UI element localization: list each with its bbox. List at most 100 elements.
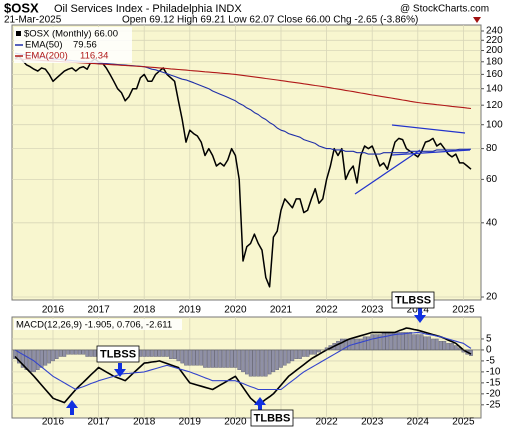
annotation: TLBBS (254, 412, 291, 424)
histogram-bar (28, 349, 33, 373)
histogram-bar (153, 349, 158, 357)
histogram-bar (252, 349, 257, 377)
histogram-bar (283, 349, 287, 366)
histogram-bar (374, 334, 378, 351)
histogram-bar (340, 338, 344, 351)
x-tick-label: 2024 (407, 417, 430, 428)
y-tick-label: 0 (486, 345, 492, 356)
histogram-bar (229, 349, 234, 368)
histogram-bar (427, 336, 432, 351)
y-tick-label: 220 (486, 35, 503, 46)
annotation: TLBSS (100, 348, 136, 360)
histogram-bar (43, 349, 48, 366)
histogram-bar (305, 349, 310, 357)
histogram-bar (89, 349, 93, 357)
y-tick-label: -15 (486, 378, 501, 389)
histogram-bar (165, 349, 169, 357)
histogram-bar (47, 349, 51, 364)
histogram-bar (214, 349, 219, 368)
y-tick-label: 40 (486, 217, 498, 228)
x-tick-label: 2018 (133, 417, 156, 428)
histogram-bar (435, 338, 439, 351)
histogram-bar (450, 343, 454, 351)
line (14, 58, 472, 110)
down-marker (473, 17, 481, 23)
histogram-bar (73, 349, 78, 355)
histogram-bar (85, 349, 89, 357)
quote: Open 69.12 High 69.21 Low 62.07 Close 66… (122, 15, 418, 26)
x-tick-label: 2016 (42, 417, 65, 428)
annotation: TLBSS (395, 294, 431, 306)
histogram-bar (404, 332, 409, 351)
x-tick-label: 2017 (87, 417, 110, 428)
histogram-bar (256, 349, 261, 377)
y-tick-label: 160 (486, 69, 503, 80)
histogram-bar (157, 349, 162, 357)
histogram-bar (267, 349, 272, 375)
histogram-bar (423, 336, 428, 351)
annotation-box (391, 291, 435, 309)
symbol: $OSX (4, 0, 39, 15)
histogram-bar (431, 338, 435, 351)
histogram-bar (172, 349, 177, 359)
histogram-bar (187, 349, 192, 366)
y-tick-label: 100 (486, 119, 503, 130)
histogram-bar (244, 349, 249, 375)
histogram-bar (233, 349, 238, 368)
index-name: Oil Services Index - Philadelphia INDX (54, 3, 242, 15)
histogram-bar (195, 349, 200, 366)
histogram-bar (184, 349, 188, 366)
histogram-bar (355, 338, 359, 351)
legend-swatch (16, 31, 21, 36)
arrow (254, 397, 266, 410)
histogram-bar (381, 332, 386, 351)
y-tick-label: 120 (486, 100, 503, 111)
y-tick-label: 200 (486, 45, 503, 56)
x-tick-label: 2022 (315, 417, 338, 428)
histogram-bar (313, 349, 318, 355)
date: 21-Mar-2025 (4, 15, 62, 26)
histogram-bar (176, 349, 181, 362)
histogram-bar (191, 349, 196, 366)
histogram-bar (55, 349, 59, 359)
histogram-bar (260, 349, 264, 377)
y-tick-label: 80 (486, 143, 498, 154)
price-legend: $OSX (Monthly) 66.00 EMA(50) 79.56 EMA(2… (14, 27, 132, 63)
histogram-bar (286, 349, 291, 364)
x-tick-label: 2023 (361, 305, 384, 316)
trendline (391, 149, 471, 156)
histogram-bar (366, 336, 371, 351)
histogram-bar (237, 349, 242, 370)
legend-box (14, 319, 182, 330)
histogram-bar (92, 349, 97, 357)
histogram-bar (412, 334, 416, 351)
trendline (354, 149, 421, 195)
histogram-bar (302, 349, 306, 357)
histogram-bar (454, 345, 458, 351)
histogram-bar (248, 349, 253, 377)
histogram-bar (146, 349, 150, 357)
x-tick-label: 2019 (179, 305, 202, 316)
y-tick-label: -20 (486, 388, 501, 399)
legend-entry: EMA(50) (25, 40, 62, 51)
x-tick-label: 2020 (224, 417, 247, 428)
histogram-bar (222, 349, 226, 368)
histogram-bar (58, 349, 63, 357)
histogram-bar (298, 349, 302, 359)
credit: @ StockCharts.com (400, 4, 489, 15)
legend-entry: EMA(200) (25, 51, 68, 62)
histogram-bar (225, 349, 230, 368)
histogram-bar (161, 349, 166, 357)
legend-value: 116.34 (80, 51, 108, 62)
legend-entry: $OSX (Monthly) 66.00 (24, 29, 118, 40)
histogram-bar (408, 332, 413, 351)
x-tick-label: 2021 (270, 305, 293, 316)
legend-value: 79.56 (73, 40, 97, 51)
histogram-bar (446, 343, 451, 351)
annotations: TLBSS TLBSS TLBBS (66, 291, 435, 427)
x-tick-label: 2017 (87, 305, 110, 316)
histogram-bar (442, 340, 447, 351)
histogram-bar (359, 338, 363, 351)
